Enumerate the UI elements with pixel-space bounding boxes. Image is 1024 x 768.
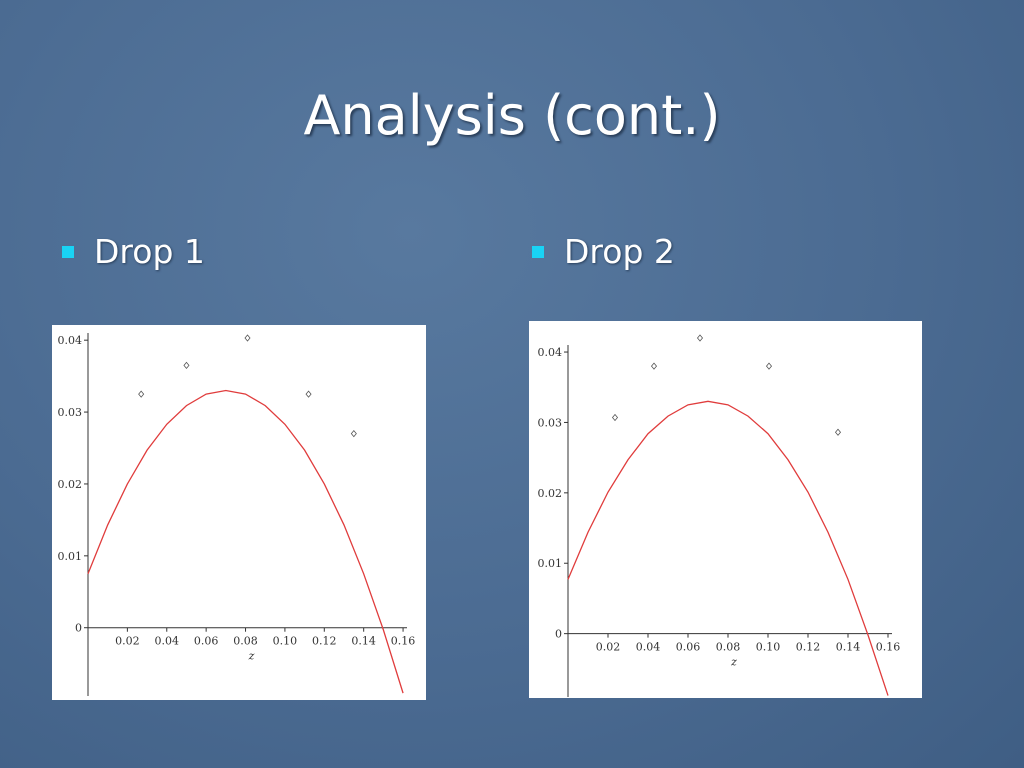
- data-point: [696, 334, 704, 342]
- x-tick-label: 0.02: [115, 635, 140, 648]
- x-tick-label: 0.14: [351, 635, 376, 648]
- x-tick-label: 0.08: [716, 641, 741, 654]
- bullet: Drop 1: [62, 232, 205, 271]
- y-tick-label: 0.03: [538, 416, 563, 429]
- y-tick-label: 0.01: [58, 550, 83, 563]
- x-tick-label: 0.14: [836, 641, 861, 654]
- x-tick-label: 0.06: [194, 635, 219, 648]
- fit-curve: [87, 389, 404, 694]
- data-point: [183, 361, 190, 369]
- slide-title: Analysis (cont.): [303, 84, 721, 147]
- y-tick-label: 0.04: [538, 346, 563, 359]
- x-axis-label: z: [730, 656, 737, 669]
- y-tick-label: 0.02: [538, 487, 563, 500]
- fit-curve: [567, 400, 889, 696]
- data-point: [305, 390, 312, 398]
- y-tick-label: 0.01: [538, 557, 563, 570]
- data-point: [244, 334, 251, 342]
- bullet: Drop 2: [532, 232, 675, 271]
- x-tick-label: 0.04: [636, 641, 661, 654]
- data-point: [611, 413, 619, 422]
- x-tick-label: 0.10: [756, 641, 781, 654]
- x-tick-label: 0.08: [233, 635, 258, 648]
- data-point: [350, 430, 357, 438]
- x-tick-label: 0.16: [391, 635, 416, 648]
- x-axis-label: z: [248, 650, 255, 663]
- x-tick-label: 0.16: [876, 641, 901, 654]
- x-tick-label: 0.04: [155, 635, 180, 648]
- data-point: [138, 390, 145, 398]
- y-tick-label: 0.04: [58, 334, 83, 347]
- x-tick-label: 0.12: [796, 641, 821, 654]
- x-tick-label: 0.06: [676, 641, 701, 654]
- data-point: [834, 428, 842, 436]
- y-tick-label: 0: [75, 622, 82, 635]
- x-tick-label: 0.10: [273, 635, 298, 648]
- y-tick-label: 0: [555, 628, 562, 641]
- chart-panel: [529, 321, 922, 698]
- data-point: [650, 362, 658, 370]
- y-tick-label: 0.02: [58, 478, 83, 491]
- x-tick-label: 0.02: [596, 641, 621, 654]
- data-point: [765, 362, 773, 370]
- y-tick-label: 0.03: [58, 406, 83, 419]
- x-tick-label: 0.12: [312, 635, 337, 648]
